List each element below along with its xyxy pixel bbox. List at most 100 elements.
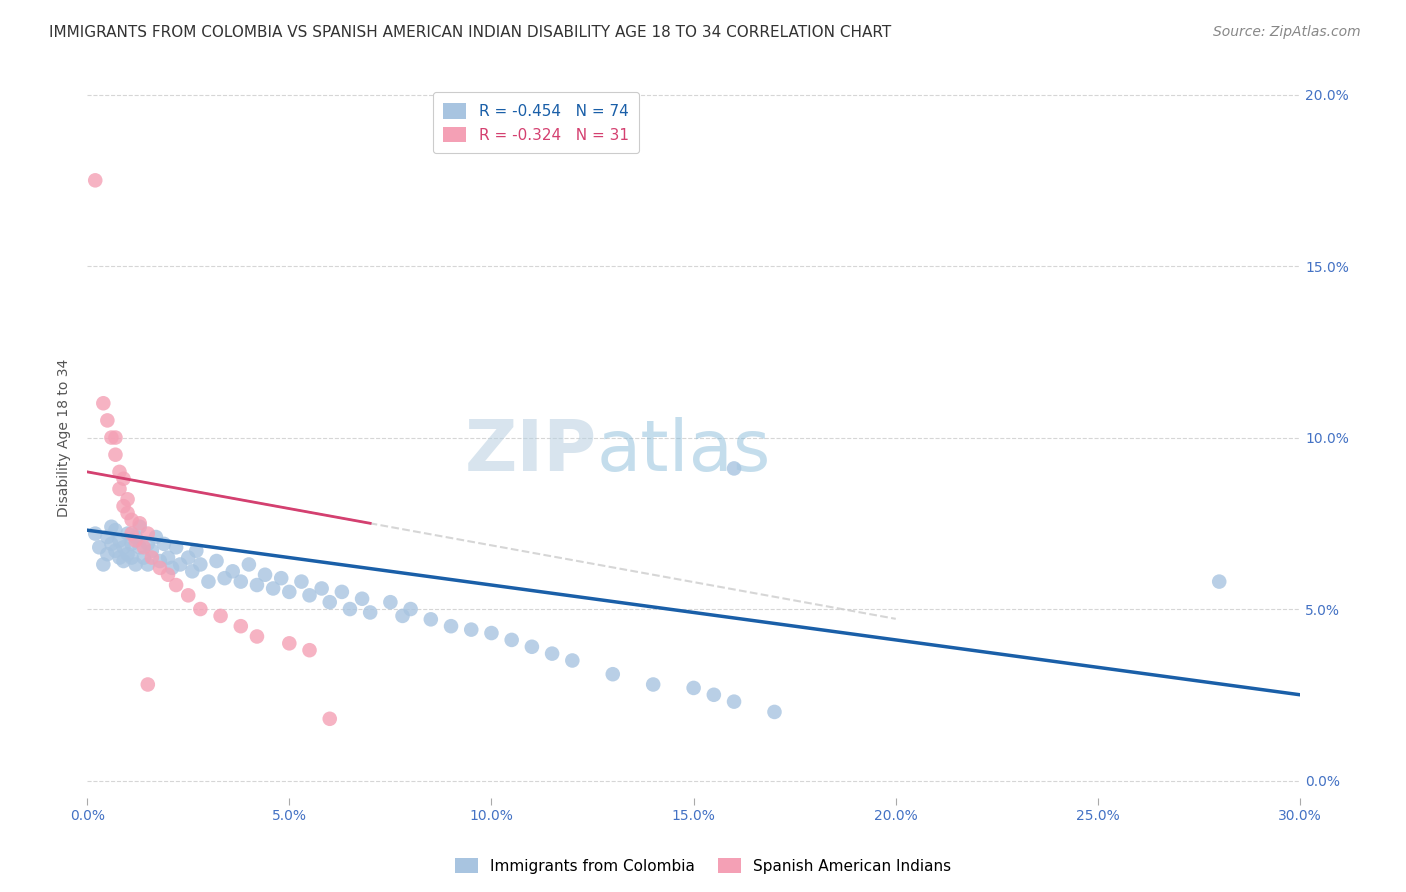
- Point: [132, 550, 155, 565]
- Text: IMMIGRANTS FROM COLOMBIA VS SPANISH AMERICAN INDIAN DISABILITY AGE 18 TO 34 CORR: IMMIGRANTS FROM COLOMBIA VS SPANISH AMER…: [49, 25, 891, 40]
- Point: [121, 537, 143, 551]
- Point: [290, 574, 312, 589]
- Point: [481, 626, 503, 640]
- Point: [278, 636, 301, 650]
- Point: [104, 431, 127, 445]
- Point: [136, 526, 159, 541]
- Point: [91, 396, 114, 410]
- Point: [197, 574, 219, 589]
- Point: [156, 550, 179, 565]
- Point: [298, 588, 321, 602]
- Point: [121, 550, 143, 565]
- Point: [96, 530, 118, 544]
- Point: [100, 537, 122, 551]
- Point: [186, 543, 208, 558]
- Point: [124, 558, 146, 572]
- Legend: R = -0.454   N = 74, R = -0.324   N = 31: R = -0.454 N = 74, R = -0.324 N = 31: [433, 92, 640, 153]
- Point: [214, 571, 236, 585]
- Point: [501, 632, 523, 647]
- Point: [520, 640, 543, 654]
- Point: [108, 550, 131, 565]
- Point: [419, 612, 441, 626]
- Point: [262, 582, 284, 596]
- Point: [222, 564, 245, 578]
- Point: [319, 595, 342, 609]
- Point: [339, 602, 361, 616]
- Point: [311, 582, 333, 596]
- Point: [108, 482, 131, 496]
- Y-axis label: Disability Age 18 to 34: Disability Age 18 to 34: [58, 359, 72, 516]
- Point: [541, 647, 564, 661]
- Point: [128, 520, 150, 534]
- Point: [104, 543, 127, 558]
- Text: Source: ZipAtlas.com: Source: ZipAtlas.com: [1213, 25, 1361, 39]
- Point: [117, 506, 139, 520]
- Point: [330, 585, 353, 599]
- Point: [124, 530, 146, 544]
- Point: [160, 561, 183, 575]
- Point: [380, 595, 402, 609]
- Point: [141, 550, 163, 565]
- Point: [246, 578, 269, 592]
- Point: [190, 558, 212, 572]
- Point: [128, 541, 150, 555]
- Point: [112, 541, 135, 555]
- Point: [205, 554, 228, 568]
- Point: [84, 526, 107, 541]
- Point: [136, 677, 159, 691]
- Point: [141, 543, 163, 558]
- Point: [229, 619, 252, 633]
- Point: [254, 567, 277, 582]
- Point: [128, 516, 150, 531]
- Point: [763, 705, 786, 719]
- Point: [117, 526, 139, 541]
- Point: [391, 608, 413, 623]
- Point: [723, 461, 745, 475]
- Point: [108, 533, 131, 548]
- Point: [108, 465, 131, 479]
- Point: [359, 606, 381, 620]
- Point: [117, 492, 139, 507]
- Point: [112, 499, 135, 513]
- Point: [84, 173, 107, 187]
- Point: [181, 564, 204, 578]
- Point: [100, 431, 122, 445]
- Point: [165, 578, 187, 592]
- Point: [177, 550, 200, 565]
- Point: [136, 558, 159, 572]
- Point: [104, 523, 127, 537]
- Text: atlas: atlas: [596, 417, 770, 486]
- Point: [209, 608, 232, 623]
- Point: [229, 574, 252, 589]
- Point: [246, 630, 269, 644]
- Point: [169, 558, 191, 572]
- Point: [703, 688, 725, 702]
- Point: [165, 541, 187, 555]
- Point: [156, 567, 179, 582]
- Point: [96, 547, 118, 561]
- Point: [270, 571, 292, 585]
- Point: [121, 513, 143, 527]
- Point: [643, 677, 665, 691]
- Point: [190, 602, 212, 616]
- Point: [238, 558, 260, 572]
- Point: [100, 520, 122, 534]
- Point: [298, 643, 321, 657]
- Point: [602, 667, 624, 681]
- Point: [91, 558, 114, 572]
- Point: [145, 530, 167, 544]
- Point: [177, 588, 200, 602]
- Point: [96, 413, 118, 427]
- Point: [149, 561, 172, 575]
- Point: [136, 537, 159, 551]
- Point: [149, 554, 172, 568]
- Point: [112, 472, 135, 486]
- Point: [121, 526, 143, 541]
- Point: [153, 537, 176, 551]
- Point: [117, 547, 139, 561]
- Point: [399, 602, 422, 616]
- Point: [104, 448, 127, 462]
- Point: [89, 541, 111, 555]
- Point: [1208, 574, 1230, 589]
- Point: [682, 681, 704, 695]
